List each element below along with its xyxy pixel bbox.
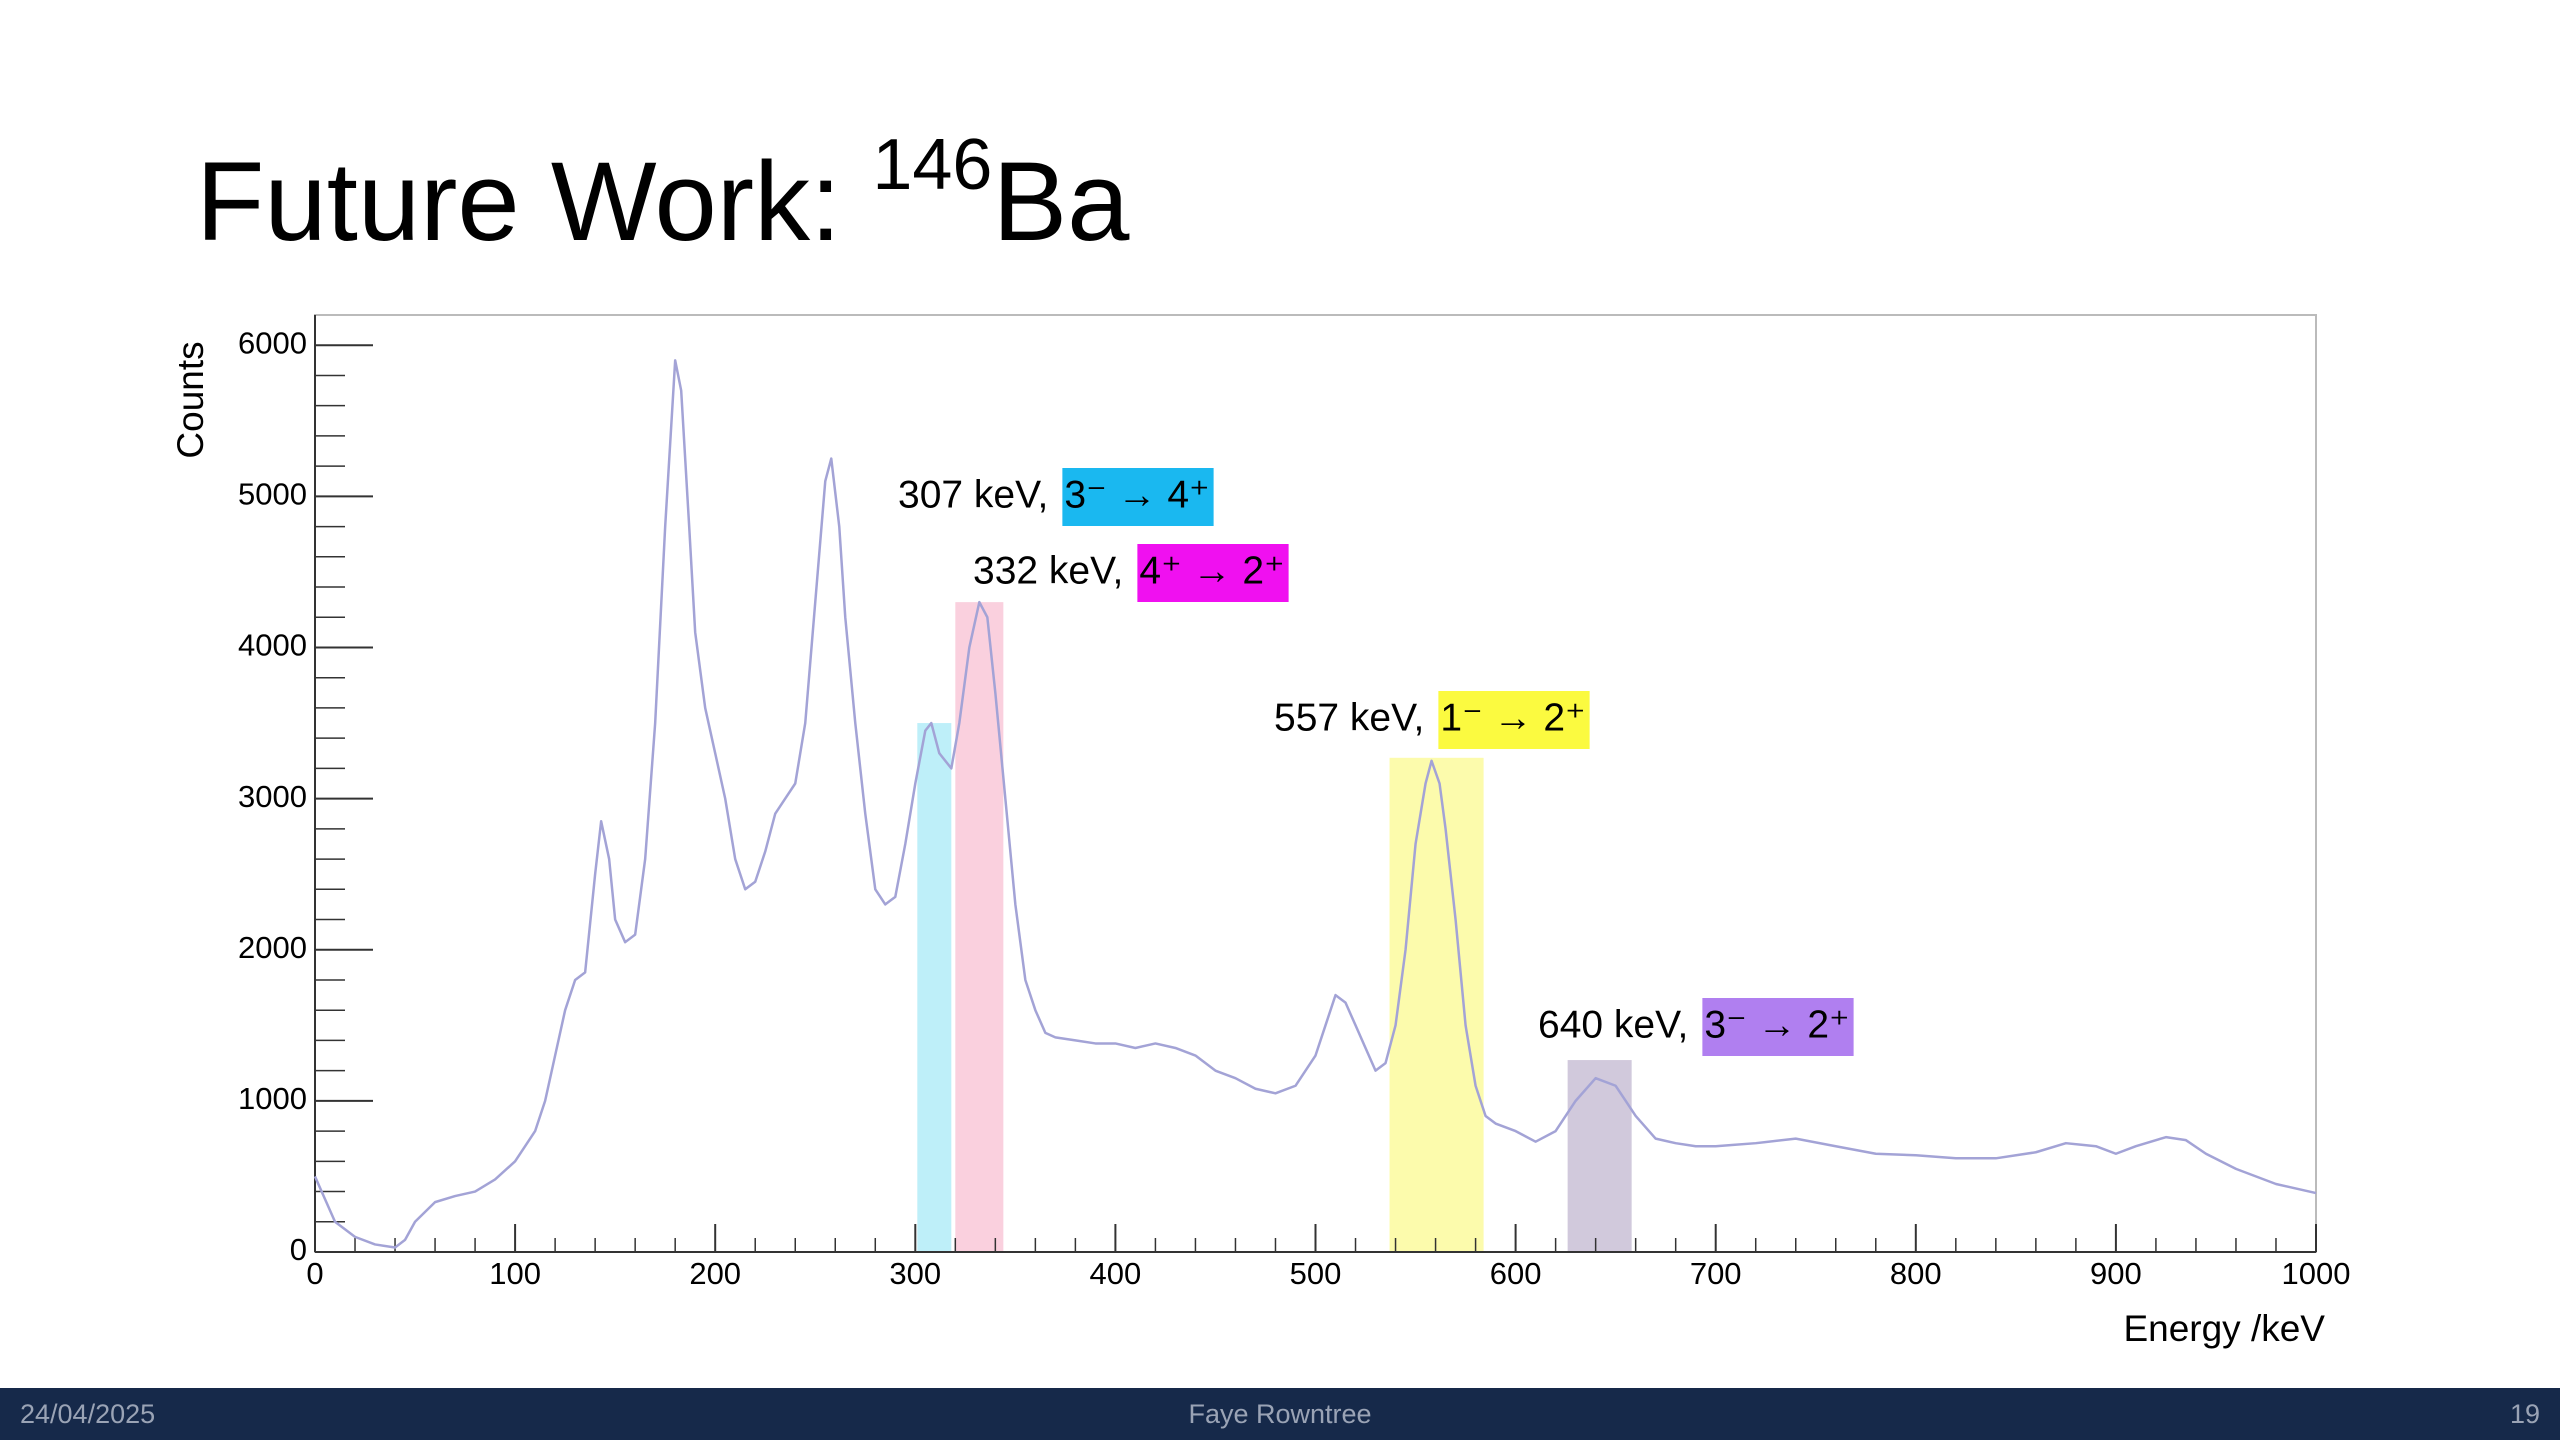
highlight-band [955,602,1004,1252]
x-tick-label: 0 [306,1256,323,1291]
x-tick-label: 500 [1290,1256,1342,1291]
y-tick-label: 0 [290,1232,307,1267]
y-tick-label: 1000 [238,1081,307,1116]
y-tick-label: 2000 [238,930,307,965]
x-tick-label: 100 [489,1256,541,1291]
spectrum-line [313,359,2317,1249]
y-tick-label: 6000 [238,325,307,360]
annotation-text: 332 keV, [973,549,1123,592]
highlight-band [917,723,952,1252]
footer-page: 19 [2510,1399,2540,1429]
y-axis-label: Counts [170,341,211,458]
x-tick-label: 400 [1090,1256,1142,1291]
annotation-text: 307 keV, [898,473,1048,516]
title-end: Ba [992,139,1130,264]
annotation-text: 640 keV, [1538,1003,1688,1046]
x-tick-label: 800 [1890,1256,1942,1291]
transition-text: 4⁺ → 2⁺ [1139,549,1284,592]
slide-title: Future Work: 146Ba [196,125,1130,264]
title-sup: 146 [872,125,992,205]
transition-box [1062,468,1214,526]
x-tick-label: 900 [2090,1256,2142,1291]
plot-frame [314,314,2317,1253]
highlight-band [1389,757,1484,1252]
footer-author: Faye Rowntree [1188,1399,1371,1429]
highlight-band [1567,1060,1632,1252]
x-tick-label: 300 [889,1256,941,1291]
transition-box [1702,998,1854,1056]
transition-text: 3⁻ → 4⁺ [1064,473,1209,516]
x-tick-label: 700 [1690,1256,1742,1291]
annotation-text: 557 keV, [1274,696,1424,739]
x-tick-label: 1000 [2282,1256,2351,1291]
x-tick-label: 200 [689,1256,741,1291]
footer-date: 24/04/2025 [20,1399,155,1429]
transition-text: 3⁻ → 2⁺ [1704,1003,1849,1046]
transition-box [1137,544,1289,602]
y-tick-label: 3000 [238,779,307,814]
x-axis-label: Energy /keV [2123,1308,2325,1349]
y-tick-label: 5000 [238,477,307,512]
footer-bar [0,1388,2560,1440]
y-tick-label: 4000 [238,628,307,663]
transition-box [1438,691,1590,749]
x-tick-label: 600 [1490,1256,1542,1291]
transition-text: 1⁻ → 2⁺ [1440,696,1585,739]
title-main: Future Work: [196,139,872,264]
